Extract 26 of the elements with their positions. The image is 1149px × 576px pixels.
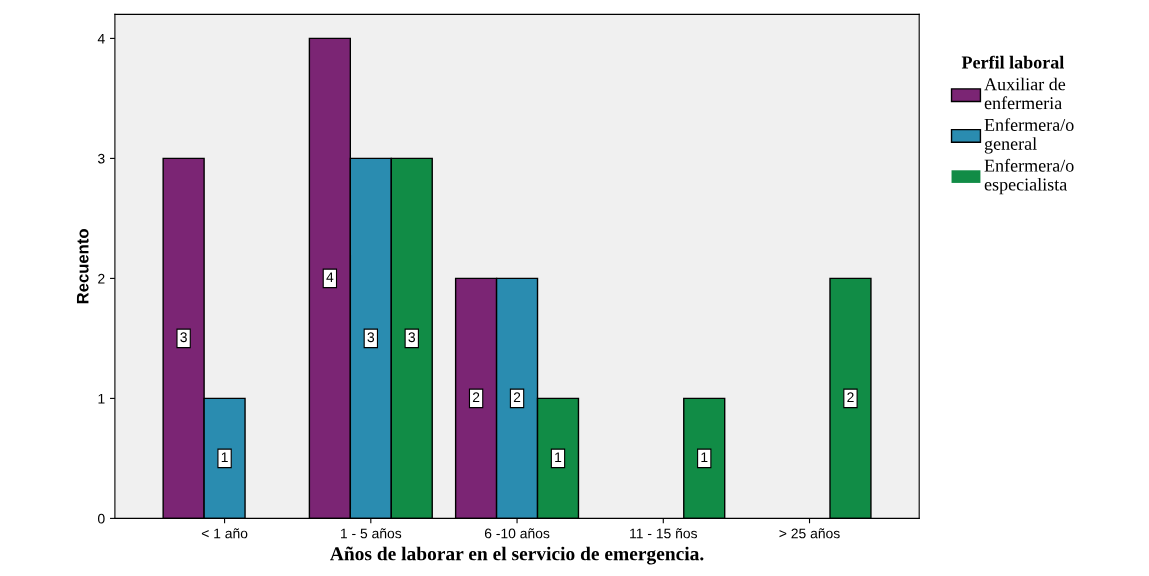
- y-axis-title: Recuento: [76, 229, 89, 304]
- y-tick-label: 4: [97, 33, 105, 44]
- legend-title: Perfil laboral: [961, 55, 1064, 69]
- y-tick-label: 3: [97, 153, 105, 164]
- y-tick-label: 0: [98, 513, 105, 524]
- data-label: 4: [326, 272, 334, 282]
- x-tick-label: 1 - 5 años: [340, 528, 402, 539]
- x-tick-label: 11 - 15 ños: [630, 528, 698, 539]
- legend-label: Auxiliar de enfermeria: [984, 77, 1066, 110]
- data-label: 3: [180, 332, 187, 343]
- data-label: 2: [847, 392, 854, 402]
- data-label: 3: [408, 332, 416, 343]
- data-label: 2: [472, 392, 480, 402]
- data-label: 2: [513, 392, 521, 402]
- legend-label: Enfermera/o general: [984, 118, 1074, 154]
- data-label: 3: [367, 332, 375, 343]
- x-tick-label: 6 -10 años: [484, 528, 550, 539]
- x-axis-title: Años de laborar en el servicio de emergencia.: [330, 546, 704, 565]
- y-tick-label: 1: [98, 393, 105, 404]
- data-label: 1: [701, 452, 708, 462]
- data-label: 1: [221, 452, 228, 462]
- x-tick-label: > 25 años: [779, 528, 840, 539]
- legend-label: Enfermera/o especialista: [984, 158, 1074, 195]
- data-label: 1: [555, 452, 562, 462]
- x-tick-label: < 1 año: [201, 528, 248, 539]
- y-tick-label: 2: [98, 273, 105, 284]
